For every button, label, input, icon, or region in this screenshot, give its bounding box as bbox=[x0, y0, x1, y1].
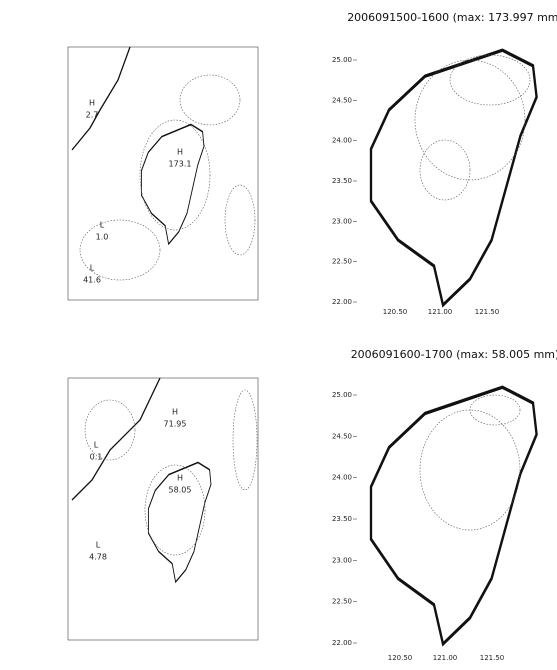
y-tick-label: 25.00 bbox=[332, 391, 352, 399]
contour-label: 58.05 bbox=[169, 486, 192, 495]
contour-label: 41.6 bbox=[83, 276, 101, 285]
y-tick-label: 25.00 bbox=[332, 56, 352, 64]
contour-label: H bbox=[177, 148, 183, 157]
y-tick-label: 22.50 bbox=[332, 258, 352, 266]
contour-label: H bbox=[89, 99, 95, 108]
contour-label: 173.1 bbox=[169, 160, 192, 169]
contour-label: 71.95 bbox=[164, 420, 187, 429]
contour-label: H bbox=[172, 408, 178, 417]
x-tick-label: 121.50 bbox=[475, 308, 500, 316]
contour-label: L bbox=[100, 221, 105, 230]
x-tick-label: 121.50 bbox=[480, 654, 505, 662]
contour-label: 1.0 bbox=[96, 233, 109, 242]
contour-label: L bbox=[90, 264, 95, 273]
x-tick-label: 121.00 bbox=[428, 308, 453, 316]
observed-map bbox=[369, 48, 539, 307]
x-tick-label: 120.50 bbox=[388, 654, 413, 662]
contour-label: 0.1 bbox=[90, 453, 103, 462]
contour-label: 4.78 bbox=[89, 553, 107, 562]
y-tick-label: 23.00 bbox=[332, 217, 352, 225]
x-tick-label: 121.00 bbox=[433, 654, 458, 662]
y-tick-label: 22.00 bbox=[332, 639, 352, 647]
x-tick-label: 120.50 bbox=[383, 308, 408, 316]
y-tick-label: 24.00 bbox=[332, 137, 352, 145]
y-tick-label: 22.50 bbox=[332, 598, 352, 606]
contour-label: H bbox=[177, 474, 183, 483]
model-map bbox=[67, 46, 259, 301]
map-title: 2006091600-1700 (max: 58.005 mm) bbox=[351, 348, 557, 361]
model-map bbox=[67, 377, 259, 641]
y-tick-label: 24.50 bbox=[332, 432, 352, 440]
y-tick-label: 23.00 bbox=[332, 556, 352, 564]
y-tick-label: 24.00 bbox=[332, 474, 352, 482]
contour-label: 2.7 bbox=[86, 111, 99, 120]
contour-label: L bbox=[96, 541, 101, 550]
contour-label: L bbox=[94, 441, 99, 450]
map-title: 2006091500-1600 (max: 173.997 mm) bbox=[347, 11, 557, 24]
observed-map bbox=[369, 385, 539, 646]
y-tick-label: 24.50 bbox=[332, 96, 352, 104]
y-tick-label: 22.00 bbox=[332, 298, 352, 306]
y-tick-label: 23.50 bbox=[332, 515, 352, 523]
y-tick-label: 23.50 bbox=[332, 177, 352, 185]
